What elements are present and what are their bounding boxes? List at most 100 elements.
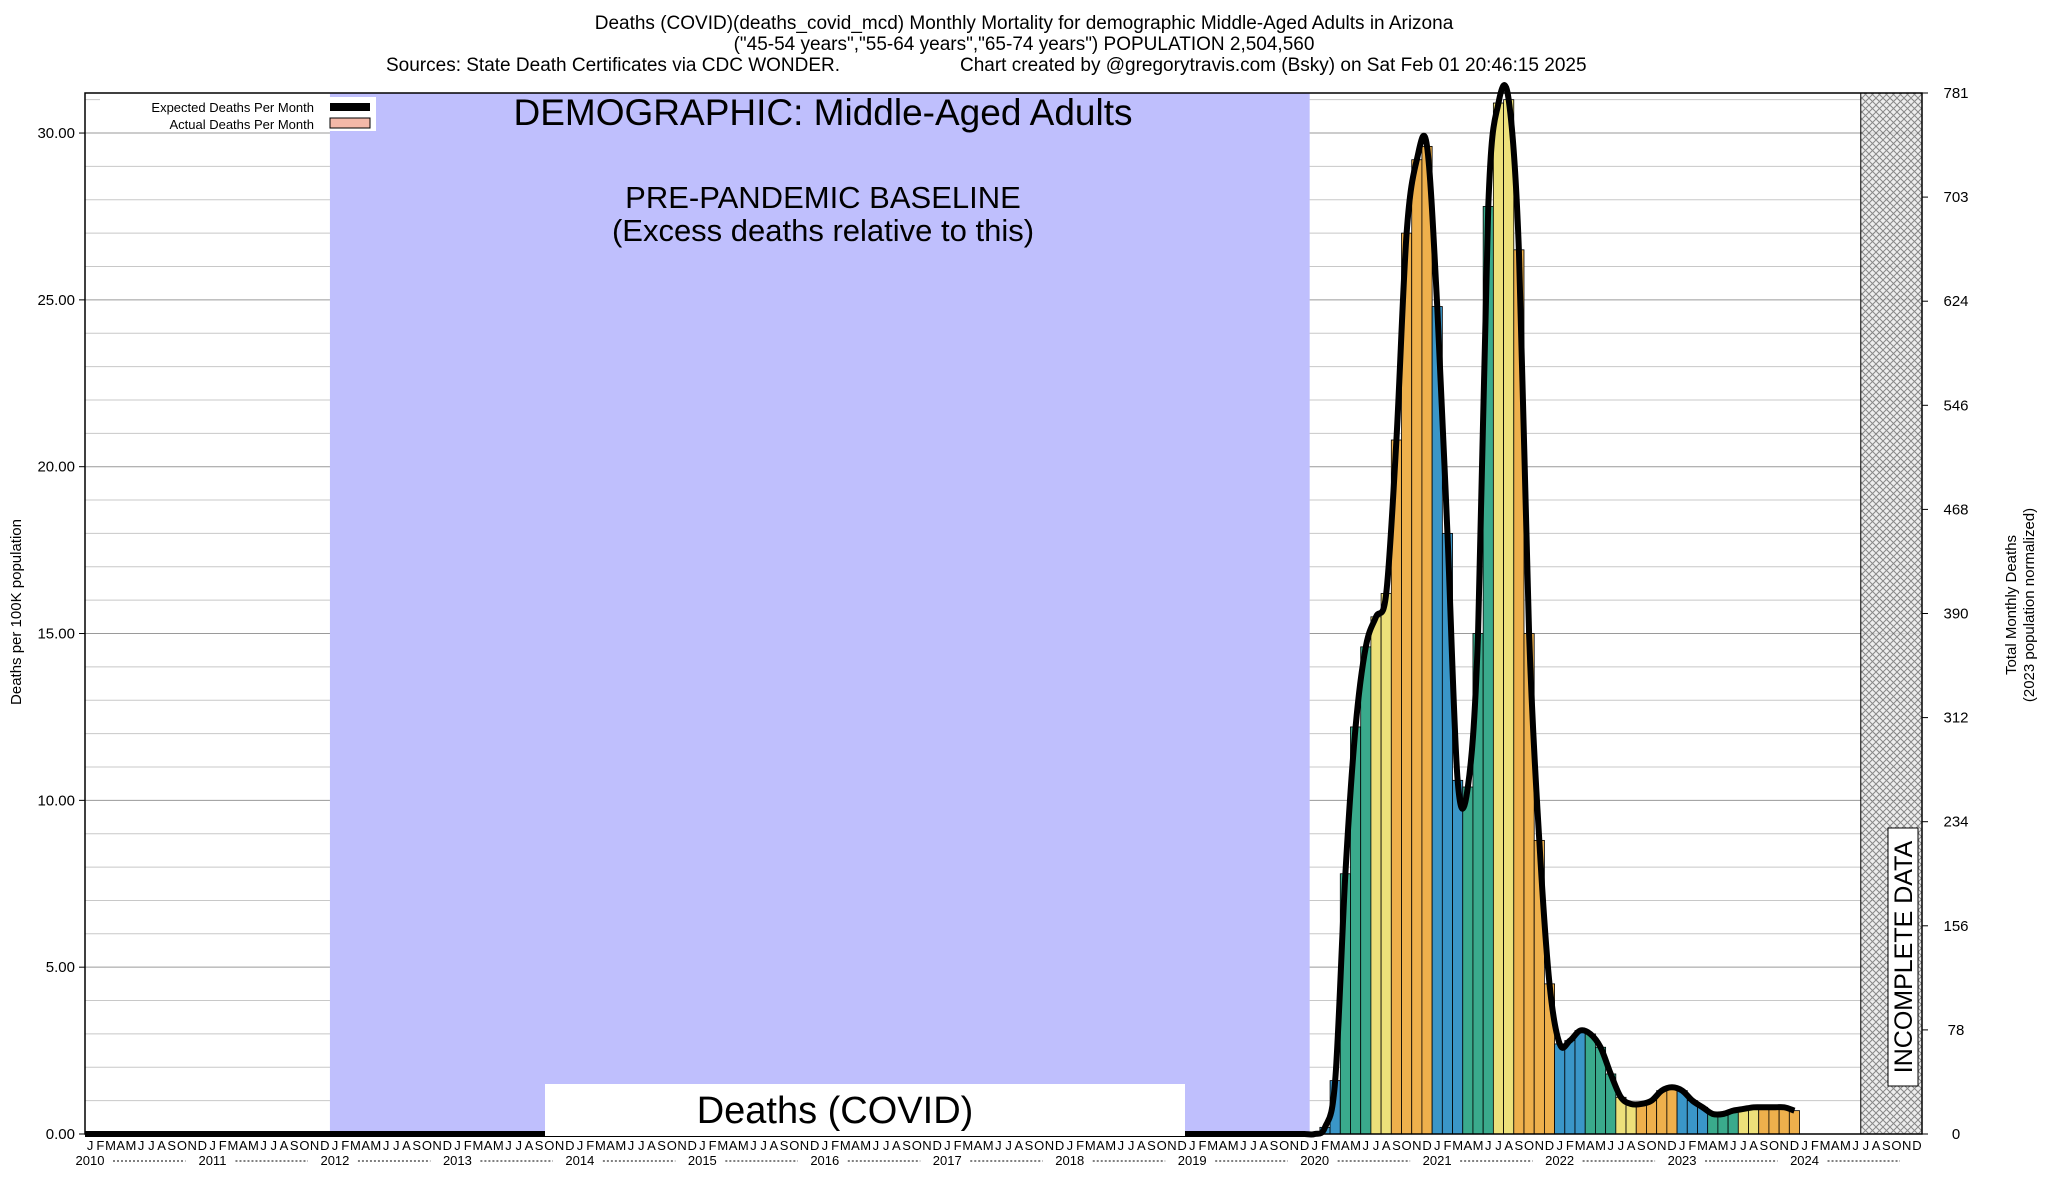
x-month-label: M (840, 1138, 851, 1153)
x-month-label: D (1790, 1138, 1799, 1153)
x-month-label: J (271, 1138, 278, 1153)
x-month-label: J (628, 1138, 635, 1153)
x-month-label: A (280, 1138, 289, 1153)
x-month-label: S (657, 1138, 666, 1153)
x-month-label: M (248, 1138, 259, 1153)
x-month-label: S (535, 1138, 544, 1153)
x-year-label: 2012 (320, 1153, 349, 1168)
x-month-label: A (606, 1138, 615, 1153)
x-month-label: M (126, 1138, 137, 1153)
x-year-label: 2014 (565, 1153, 594, 1168)
x-month-label: J (260, 1138, 267, 1153)
x-year-label: 2013 (443, 1153, 472, 1168)
x-month-label: M (228, 1138, 239, 1153)
x-month-label: J (1863, 1138, 1870, 1153)
x-month-label: A (116, 1138, 125, 1153)
y2-tick-label: 234 (1943, 814, 1968, 831)
actual-bar (1564, 1040, 1576, 1135)
x-year-label: 2019 (1178, 1153, 1207, 1168)
x-month-label: F (1688, 1138, 1696, 1153)
x-month-label: M (1718, 1138, 1729, 1153)
x-month-label: M (615, 1138, 626, 1153)
x-month-label: F (831, 1138, 839, 1153)
x-month-label: A (484, 1138, 493, 1153)
x-month-label: A (647, 1138, 656, 1153)
x-month-label: J (87, 1138, 94, 1153)
actual-bar (1452, 779, 1464, 1135)
y-tick-label: 5.00 (46, 959, 75, 976)
x-month-label: J (454, 1138, 461, 1153)
x-month-label: M (1452, 1138, 1463, 1153)
x-month-label: M (1473, 1138, 1484, 1153)
x-month-label: J (1312, 1138, 1319, 1153)
x-month-label: M (370, 1138, 381, 1153)
x-month-label: A (1627, 1138, 1636, 1153)
x-month-label: A (729, 1138, 738, 1153)
x-month-label: N (1412, 1138, 1421, 1153)
x-year-label: 2011 (198, 1153, 226, 1168)
x-month-label: M (1820, 1138, 1831, 1153)
x-month-label: J (873, 1138, 880, 1153)
x-month-label: A (1708, 1138, 1717, 1153)
x-month-label: M (1207, 1138, 1218, 1153)
x-month-label: A (851, 1138, 860, 1153)
actual-bar (1768, 1106, 1780, 1135)
chart-source-text: Sources: State Death Certificates via CD… (386, 55, 841, 76)
x-month-label: A (1382, 1138, 1391, 1153)
x-month-label: J (1005, 1138, 1012, 1153)
x-month-label: J (383, 1138, 390, 1153)
y2-axis-title-line-1: Total Monthly Deaths (2003, 535, 2020, 675)
x-year-label: 2018 (1055, 1153, 1084, 1168)
x-month-label: J (1067, 1138, 1074, 1153)
actual-bar (1462, 786, 1474, 1135)
x-month-label: J (332, 1138, 339, 1153)
x-month-label: J (148, 1138, 155, 1153)
legend-swatch-expected (330, 103, 370, 111)
x-month-label: A (974, 1138, 983, 1153)
x-month-label: O (1646, 1138, 1656, 1153)
x-month-label: F (1199, 1138, 1207, 1153)
x-month-label: N (922, 1138, 931, 1153)
x-month-label: O (667, 1138, 677, 1153)
x-month-label: F (954, 1138, 962, 1153)
x-month-label: S (1147, 1138, 1156, 1153)
chart-title-line-1: Deaths (COVID)(deaths_covid_mcd) Monthly… (594, 13, 1454, 34)
x-year-label: 2022 (1545, 1153, 1574, 1168)
x-month-label: M (1228, 1138, 1239, 1153)
x-month-label: J (1118, 1138, 1125, 1153)
x-month-label: J (750, 1138, 757, 1153)
x-month-label: O (177, 1138, 187, 1153)
x-month-label: O (422, 1138, 432, 1153)
x-month-label: A (525, 1138, 534, 1153)
x-month-label: A (1464, 1138, 1473, 1153)
x-month-label: M (1595, 1138, 1606, 1153)
x-year-label: 2015 (688, 1153, 717, 1168)
x-month-label: F (96, 1138, 104, 1153)
x-month-label: N (555, 1138, 564, 1153)
x-month-label: D (1177, 1138, 1186, 1153)
x-month-label: N (677, 1138, 686, 1153)
x-month-label: J (515, 1138, 522, 1153)
x-month-label: S (1270, 1138, 1279, 1153)
legend-swatch-actual (329, 117, 371, 129)
x-month-label: J (1250, 1138, 1257, 1153)
x-month-label: F (1566, 1138, 1574, 1153)
x-year-label: 2024 (1790, 1153, 1819, 1168)
legend-label-actual: Actual Deaths Per Month (169, 117, 314, 132)
y2-axis-title-line-2: (2023 population normalized) (2021, 508, 2038, 702)
y-tick-label: 20.00 (37, 459, 75, 476)
x-month-label: M (1840, 1138, 1851, 1153)
x-month-label: A (1586, 1138, 1595, 1153)
incomplete-data-label-group: INCOMPLETE DATA (1887, 827, 1919, 1087)
x-month-label: F (586, 1138, 594, 1153)
y2-tick-label: 468 (1943, 501, 1968, 518)
x-month-label: M (962, 1138, 973, 1153)
x-month-label: F (1443, 1138, 1451, 1153)
x-month-label: N (1290, 1138, 1299, 1153)
x-month-label: J (1740, 1138, 1747, 1153)
x-month-label: S (412, 1138, 421, 1153)
x-month-label: A (1096, 1138, 1105, 1153)
x-month-label: O (1769, 1138, 1779, 1153)
